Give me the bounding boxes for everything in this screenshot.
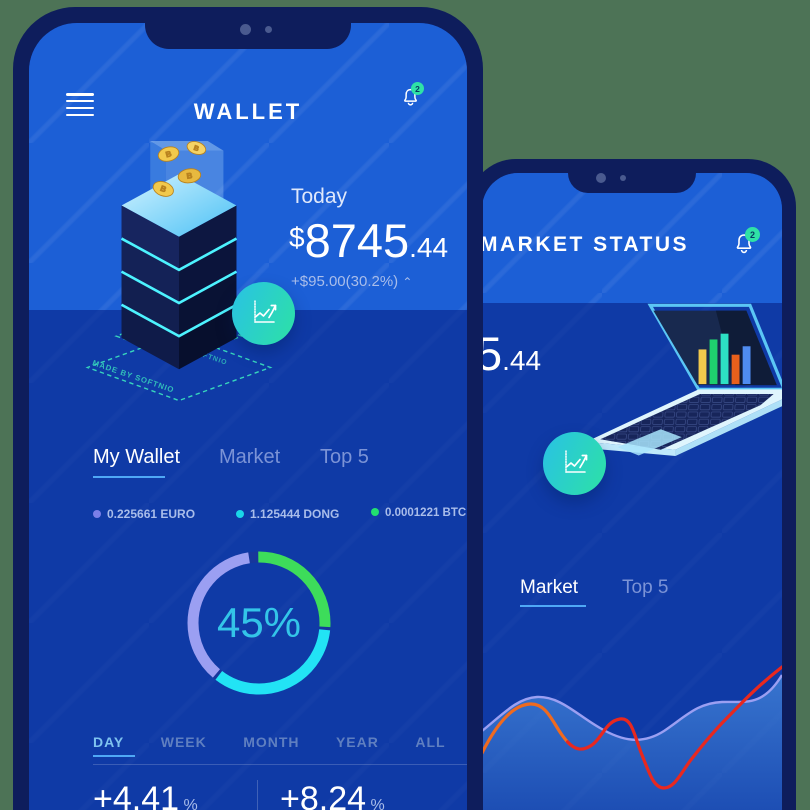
svg-text:MADE BY SOFTNIO: MADE BY SOFTNIO <box>91 358 175 395</box>
